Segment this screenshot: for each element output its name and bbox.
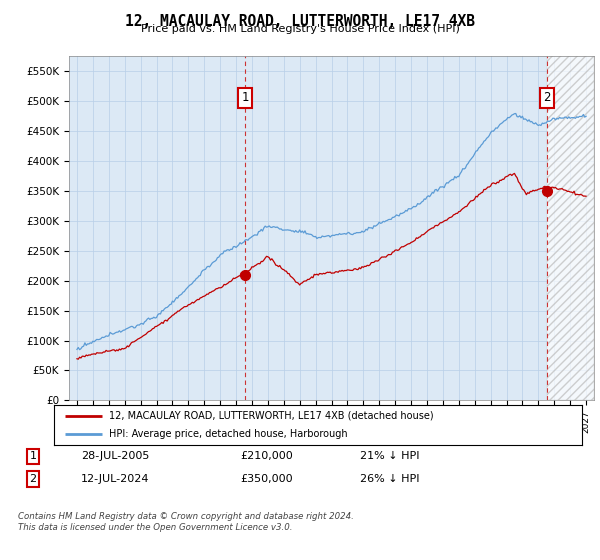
Text: 2: 2 — [543, 91, 551, 104]
Text: 12, MACAULAY ROAD, LUTTERWORTH, LE17 4XB: 12, MACAULAY ROAD, LUTTERWORTH, LE17 4XB — [125, 14, 475, 29]
Text: 28-JUL-2005: 28-JUL-2005 — [81, 451, 149, 461]
Text: 1: 1 — [29, 451, 37, 461]
Text: 12-JUL-2024: 12-JUL-2024 — [81, 474, 149, 484]
Text: £350,000: £350,000 — [240, 474, 293, 484]
Text: Contains HM Land Registry data © Crown copyright and database right 2024.
This d: Contains HM Land Registry data © Crown c… — [18, 512, 354, 532]
Bar — [547, 56, 594, 400]
Text: 21% ↓ HPI: 21% ↓ HPI — [360, 451, 419, 461]
Text: 26% ↓ HPI: 26% ↓ HPI — [360, 474, 419, 484]
Text: Price paid vs. HM Land Registry's House Price Index (HPI): Price paid vs. HM Land Registry's House … — [140, 24, 460, 34]
Text: 12, MACAULAY ROAD, LUTTERWORTH, LE17 4XB (detached house): 12, MACAULAY ROAD, LUTTERWORTH, LE17 4XB… — [109, 411, 434, 421]
Text: HPI: Average price, detached house, Harborough: HPI: Average price, detached house, Harb… — [109, 430, 348, 439]
Text: 2: 2 — [29, 474, 37, 484]
Text: 1: 1 — [241, 91, 249, 104]
Text: £210,000: £210,000 — [240, 451, 293, 461]
